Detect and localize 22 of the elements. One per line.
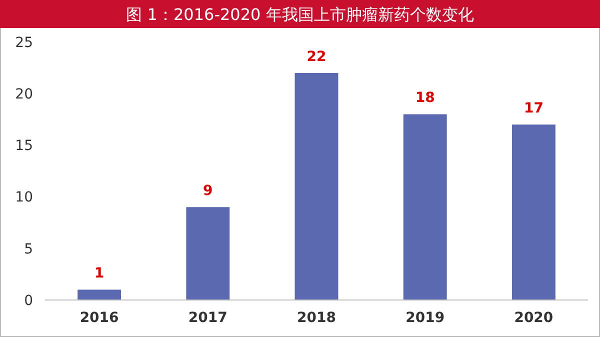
y-tick-label: 5 bbox=[24, 241, 33, 258]
bar bbox=[512, 124, 556, 300]
bar bbox=[186, 207, 230, 300]
data-label: 1 bbox=[94, 266, 104, 282]
y-tick-label: 15 bbox=[15, 138, 33, 154]
data-label: 17 bbox=[524, 100, 544, 117]
bar bbox=[403, 114, 447, 300]
y-tick-label: 10 bbox=[15, 190, 33, 206]
x-tick-label: 2019 bbox=[406, 310, 445, 326]
chart-title: 图 1：2016-2020 年我国上市肿瘤新药个数变化 bbox=[126, 5, 474, 24]
y-tick-label: 25 bbox=[15, 34, 33, 51]
bar bbox=[78, 290, 122, 300]
x-tick-label: 2017 bbox=[188, 310, 228, 326]
y-tick-label: 20 bbox=[15, 86, 33, 102]
x-tick-label: 2018 bbox=[297, 310, 336, 326]
data-label: 18 bbox=[415, 90, 435, 106]
y-tick-label: 0 bbox=[24, 292, 33, 309]
data-label: 22 bbox=[306, 48, 326, 65]
x-tick-label: 2020 bbox=[514, 310, 554, 326]
data-label: 9 bbox=[203, 183, 213, 200]
x-tick-label: 2016 bbox=[80, 310, 119, 326]
bar bbox=[294, 72, 338, 300]
